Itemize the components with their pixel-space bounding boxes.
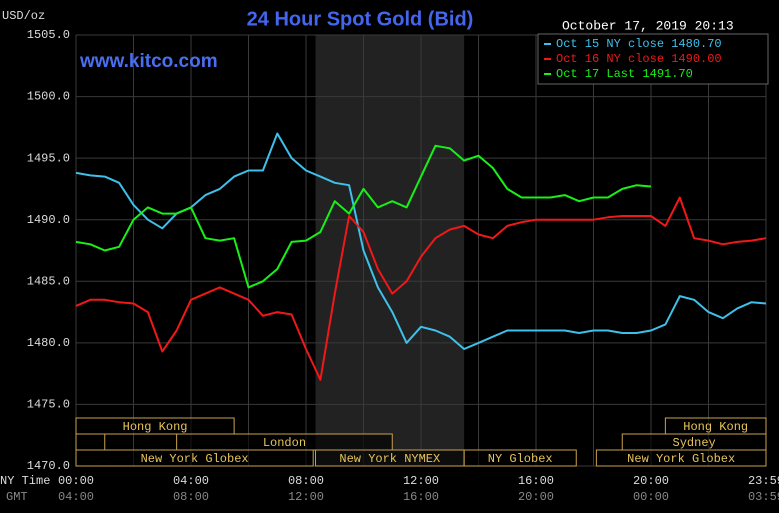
series-line xyxy=(75,196,767,381)
x2-tick-label: 04:00 xyxy=(58,490,94,504)
x2-tick-label: 08:00 xyxy=(173,490,209,504)
x-tick-label: 20:00 xyxy=(633,474,669,488)
x-tick-label: 23:59 xyxy=(748,474,779,488)
x2-tick-label: 03:59 xyxy=(748,490,779,504)
y-tick-label: 1480.0 xyxy=(27,336,70,350)
x-tick-label: 16:00 xyxy=(518,474,554,488)
x-tick-label: 12:00 xyxy=(403,474,439,488)
session-label: New York Globex xyxy=(141,452,249,466)
session-label: London xyxy=(263,436,306,450)
y-tick-label: 1495.0 xyxy=(27,151,70,165)
legend-entry: Oct 15 NY close 1480.70 xyxy=(556,37,722,51)
y-axis-label: USD/oz xyxy=(2,9,45,23)
x-tick-label: 00:00 xyxy=(58,474,94,488)
y-tick-label: 1490.0 xyxy=(27,213,70,227)
y-tick-label: 1470.0 xyxy=(27,459,70,473)
x-tick-label: 08:00 xyxy=(288,474,324,488)
x2-tick-label: 00:00 xyxy=(633,490,669,504)
watermark: www.kitco.com xyxy=(79,51,218,72)
background-layer xyxy=(75,34,767,467)
legend-box xyxy=(537,33,769,85)
y-tick-label: 1485.0 xyxy=(27,274,70,288)
x2-tick-label: 20:00 xyxy=(518,490,554,504)
x-tick-label: 04:00 xyxy=(173,474,209,488)
y-tick-label: 1505.0 xyxy=(27,28,70,42)
session-label: Sydney xyxy=(673,436,716,450)
x2-tick-label: 12:00 xyxy=(288,490,324,504)
session-label: Hong Kong xyxy=(123,420,188,434)
session-label: Hong Kong xyxy=(683,420,748,434)
session-label: New York Globex xyxy=(627,452,735,466)
series-line xyxy=(75,144,652,289)
session-bar xyxy=(595,449,767,467)
y-tick-label: 1475.0 xyxy=(27,398,70,412)
x2-tick-label: 16:00 xyxy=(403,490,439,504)
x2-axis-label: GMT xyxy=(6,490,28,504)
x-axis-label: NY Time xyxy=(0,474,50,488)
session-label: NY Globex xyxy=(488,452,553,466)
chart-subtitle: October 17, 2019 20:13 xyxy=(562,18,734,33)
session-bar xyxy=(463,449,577,467)
chart-title: 24 Hour Spot Gold (Bid) xyxy=(247,8,474,30)
y-tick-label: 1500.0 xyxy=(27,90,70,104)
legend-entry: Oct 17 Last 1491.70 xyxy=(556,67,693,81)
session-shade xyxy=(315,35,465,466)
session-label: New York NYMEX xyxy=(339,452,440,466)
session-bar xyxy=(75,433,106,451)
session-bar xyxy=(75,449,314,467)
session-bar xyxy=(75,417,235,435)
legend-entry: Oct 16 NY close 1490.00 xyxy=(556,52,722,66)
